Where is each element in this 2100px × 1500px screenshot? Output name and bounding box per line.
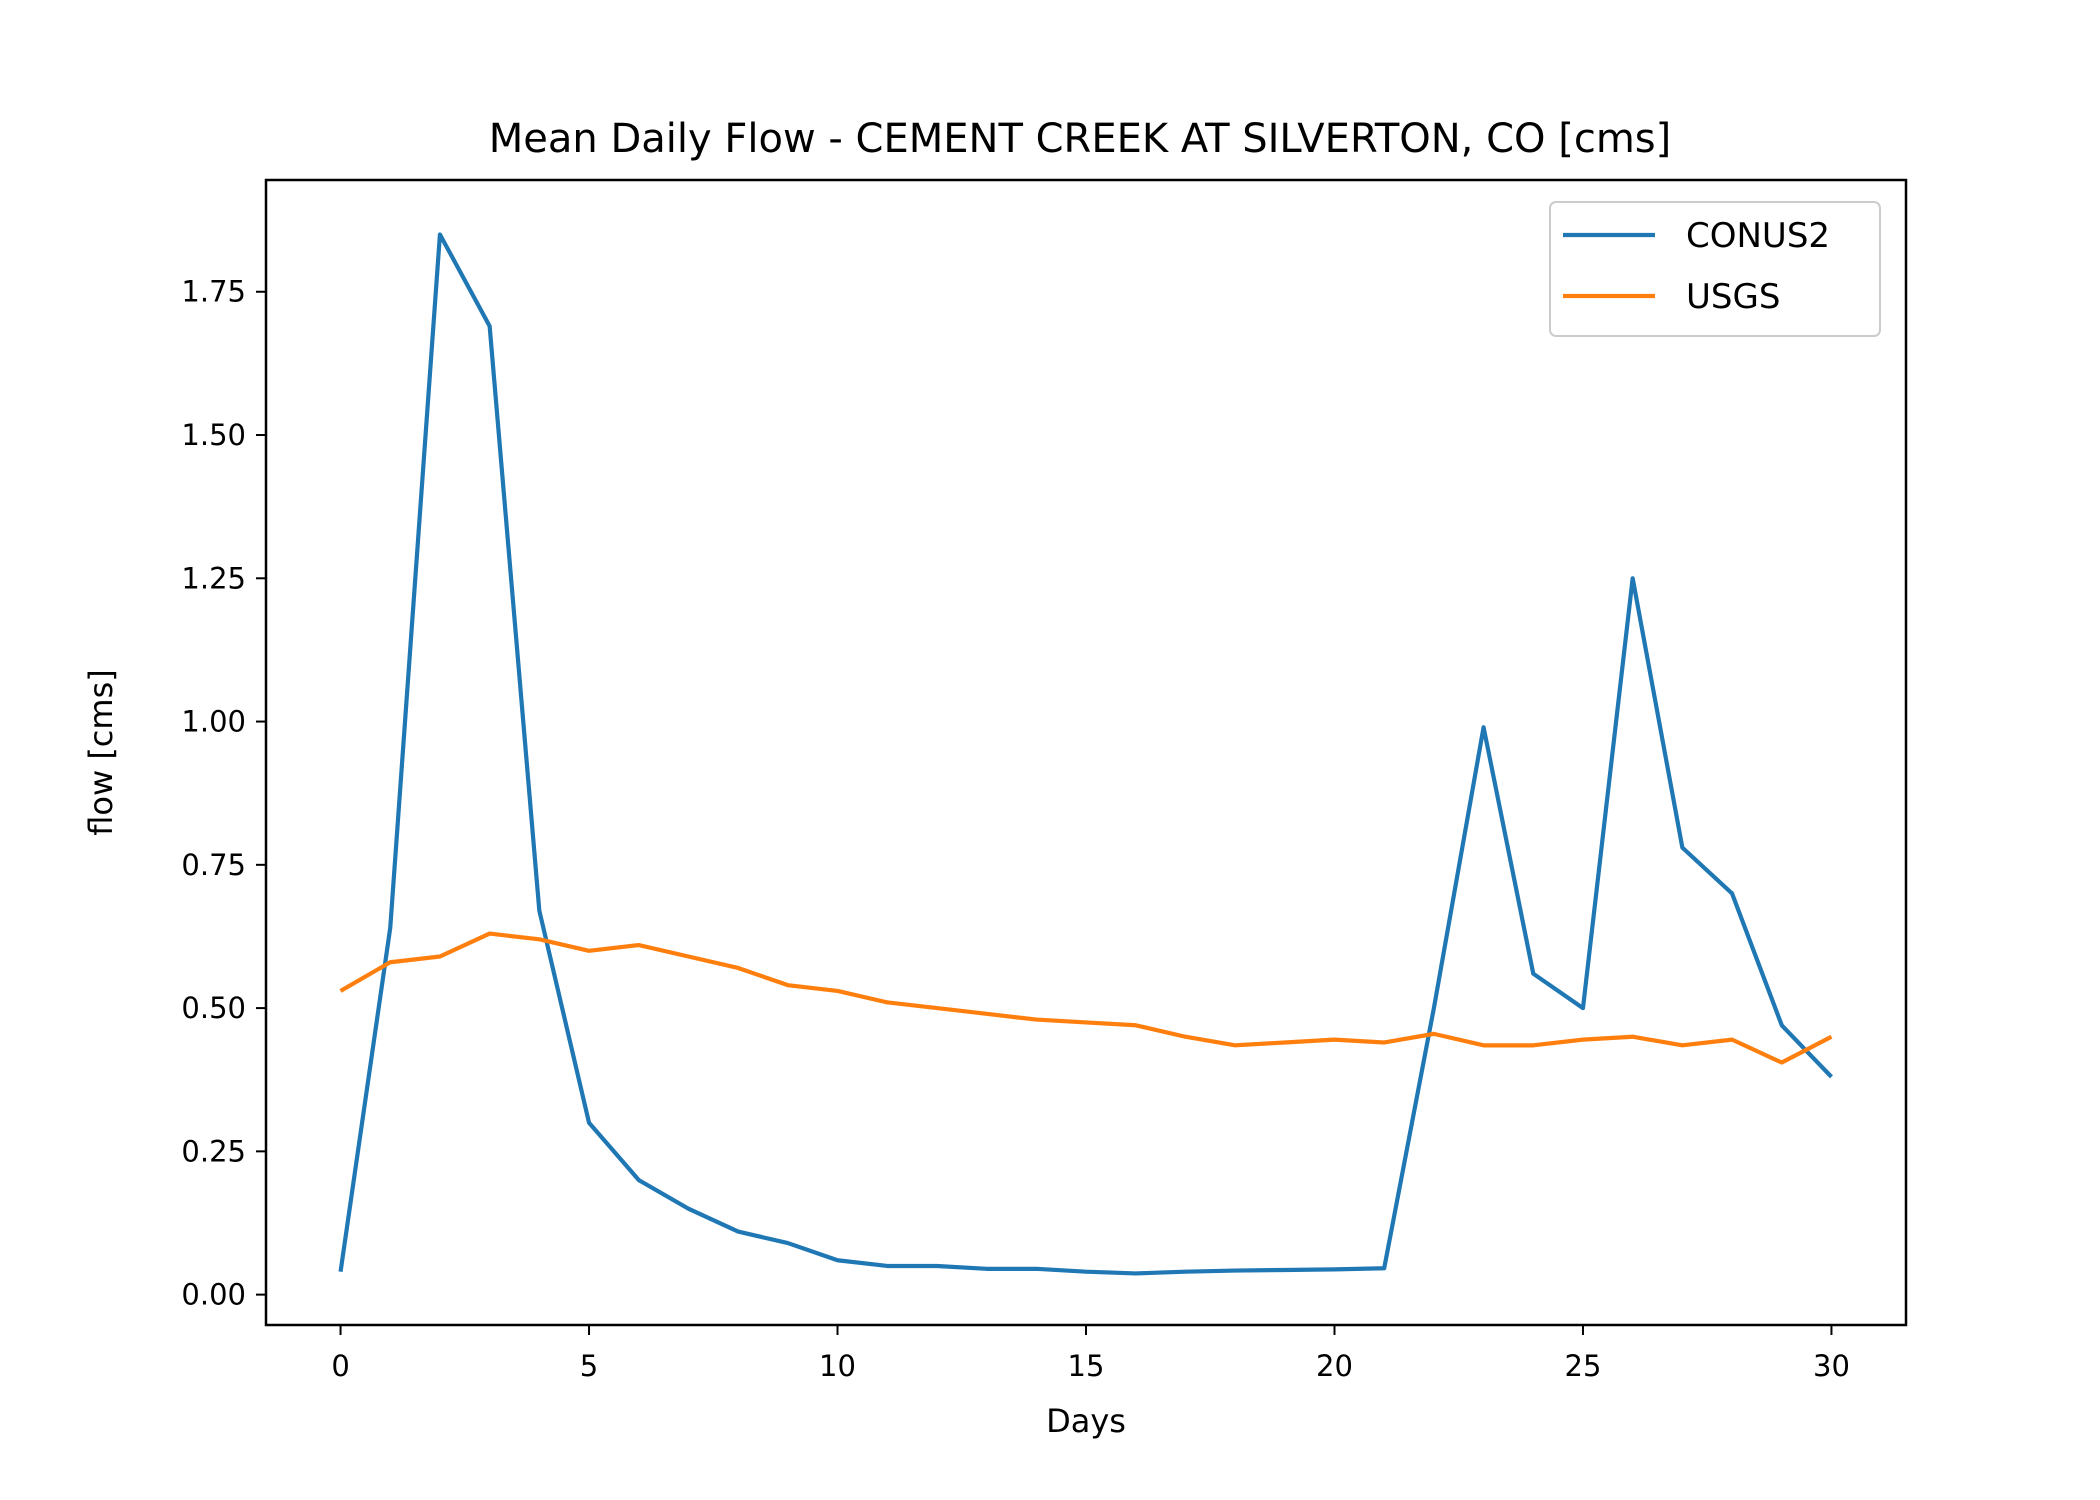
x-tick-label: 30 — [1813, 1349, 1850, 1383]
y-tick-label: 0.25 — [181, 1134, 246, 1168]
series-layer — [338, 232, 1833, 1276]
plot-area — [264, 178, 1908, 1327]
y-axis-label: flow [cms] — [82, 669, 120, 835]
y-tick-label: 1.50 — [181, 418, 246, 452]
chart-title: Mean Daily Flow - CEMENT CREEK AT SILVER… — [489, 116, 1671, 162]
x-tick-label: 25 — [1565, 1349, 1602, 1383]
x-tick-label: 15 — [1068, 1349, 1105, 1383]
y-tick-label: 0.75 — [181, 848, 246, 882]
x-tick-label: 0 — [331, 1349, 349, 1383]
x-tick-label: 10 — [819, 1349, 856, 1383]
legend-label-conus2: CONUS2 — [1686, 216, 1830, 256]
axes-frame — [264, 178, 1908, 1327]
legend-label-usgs: USGS — [1686, 277, 1780, 317]
y-tick-label: 0.50 — [181, 991, 246, 1025]
y-tick-label: 1.00 — [181, 705, 246, 739]
legend: CONUS2 USGS — [1549, 201, 1881, 337]
series-line-conus2 — [338, 232, 1833, 1276]
x-axis-label: Days — [1046, 1402, 1126, 1440]
series-line-usgs — [339, 931, 1833, 1065]
x-axis-ticks: 0 5 10 15 20 25 30 — [331, 1325, 1850, 1383]
legend-entries: CONUS2 USGS — [1563, 216, 1830, 317]
x-tick-label: 5 — [580, 1349, 598, 1383]
y-tick-label: 1.25 — [181, 561, 246, 595]
y-axis-ticks: 0.00 0.25 0.50 0.75 1.00 1.25 1.50 1.75 — [181, 275, 266, 1312]
y-tick-label: 1.75 — [181, 275, 246, 309]
y-tick-label: 0.00 — [181, 1278, 246, 1312]
x-tick-label: 20 — [1316, 1349, 1353, 1383]
